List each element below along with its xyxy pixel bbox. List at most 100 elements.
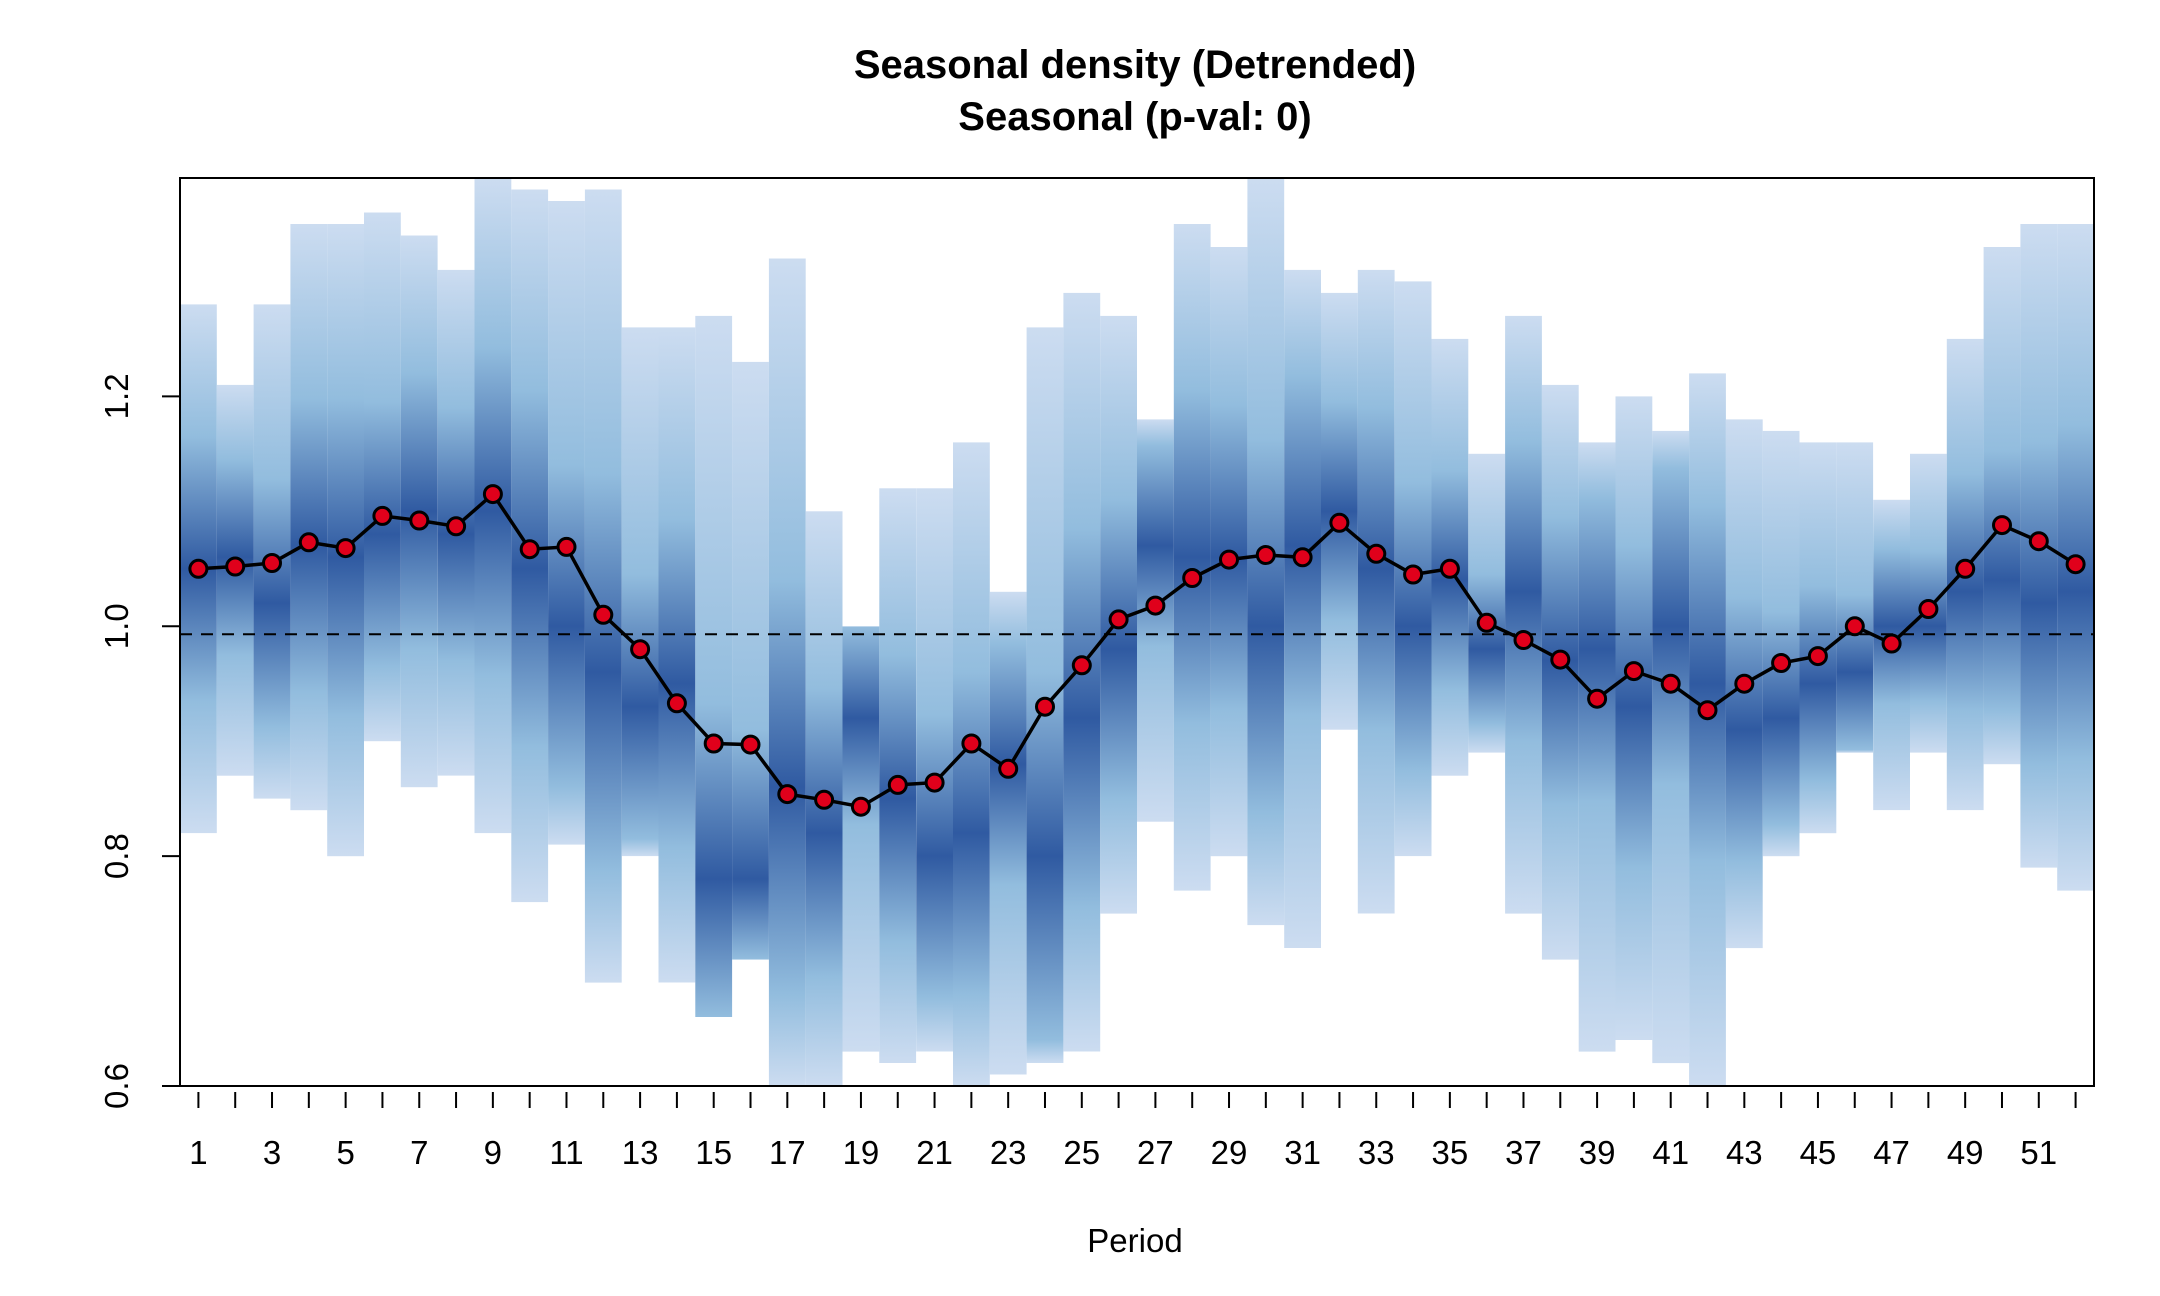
density-bands (180, 178, 2094, 1086)
data-point (1329, 512, 1350, 533)
data-point (1145, 595, 1166, 616)
density-band (1578, 442, 1616, 1052)
data-point (961, 733, 982, 754)
data-point (1550, 649, 1571, 670)
data-point (2028, 531, 2049, 552)
series-layer (188, 484, 2086, 817)
data-point (1623, 661, 1644, 682)
data-point (630, 639, 651, 660)
data-point (998, 758, 1019, 779)
data-point (2065, 554, 2086, 575)
data-point (446, 516, 467, 537)
data-point (1807, 646, 1828, 667)
density-band (216, 384, 254, 776)
y-tick-label: 0.6 (98, 1063, 135, 1109)
data-point (298, 532, 319, 553)
x-tick-label: 49 (1947, 1134, 1984, 1171)
data-point (703, 733, 724, 754)
data-point (335, 538, 356, 559)
density-band (621, 327, 659, 857)
density-band (290, 224, 328, 811)
x-tick-label: 27 (1137, 1134, 1174, 1171)
density-band (1284, 269, 1321, 948)
data-point (262, 553, 282, 573)
chart-title: Seasonal density (Detrended) (854, 43, 1416, 87)
data-point (372, 505, 393, 526)
density-band (1836, 442, 1874, 753)
density-band (1321, 292, 1358, 730)
x-tick-label: 31 (1284, 1134, 1321, 1171)
chart-subtitle: Seasonal (p-val: 0) (958, 95, 1311, 139)
density-band (1873, 499, 1910, 811)
data-point (1108, 609, 1129, 630)
density-band (732, 361, 769, 960)
y-tick-label: 1.0 (98, 603, 135, 649)
data-point (740, 734, 761, 755)
data-point (1513, 630, 1534, 650)
density-band (1615, 396, 1653, 1040)
plot-frame (179, 177, 2095, 1087)
data-point (188, 558, 209, 579)
density-band (1983, 247, 2021, 765)
x-tick-label: 39 (1579, 1134, 1616, 1171)
data-point (1219, 549, 1239, 570)
x-tick-label: 41 (1652, 1134, 1689, 1171)
x-tick-label: 33 (1358, 1134, 1395, 1171)
x-tick-label: 19 (843, 1134, 880, 1171)
data-point (814, 789, 835, 810)
density-band (548, 201, 585, 845)
density-band (953, 442, 990, 1086)
x-tick-label: 25 (1063, 1134, 1100, 1171)
y-axis: 0.6 0.8 1.0 1.2 (98, 373, 180, 1109)
x-tick-label: 29 (1211, 1134, 1248, 1171)
data-point (777, 784, 798, 805)
density-band (842, 626, 880, 1052)
x-tick-label: 17 (769, 1134, 806, 1171)
data-point (1734, 673, 1755, 694)
density-band (768, 258, 806, 1086)
y-tick-label: 1.2 (98, 373, 135, 419)
density-band (584, 189, 622, 983)
density-band (989, 591, 1027, 1075)
data-point (1844, 616, 1865, 637)
x-tick-label: 7 (410, 1134, 428, 1171)
data-point (1292, 547, 1313, 568)
data-point (1992, 515, 2012, 536)
data-point (482, 484, 503, 505)
data-point (409, 510, 430, 531)
x-tick-label: 15 (695, 1134, 732, 1171)
data-point (556, 536, 577, 557)
data-point (1182, 568, 1203, 588)
data-point (1881, 633, 1902, 654)
x-tick-label: 13 (622, 1134, 659, 1171)
density-band (695, 315, 733, 1017)
x-axis: 1 3 5 7 9 11 13 15 17 19 21 23 25 27 29 31 33 35 37 39 41 43 4… (189, 1092, 2077, 1171)
density-band (1799, 442, 1837, 834)
data-point (1771, 653, 1792, 673)
x-tick-label: 23 (990, 1134, 1027, 1171)
x-tick-label: 43 (1726, 1134, 1763, 1171)
x-tick-label: 3 (263, 1134, 281, 1171)
density-band (1431, 338, 1469, 776)
x-tick-label: 1 (189, 1134, 207, 1171)
density-band (1652, 430, 1690, 1064)
data-point (1403, 564, 1424, 585)
data-point (924, 772, 945, 793)
data-point (1955, 558, 1976, 579)
series-line (198, 491, 2077, 809)
data-point (1918, 599, 1939, 619)
density-band (1357, 269, 1395, 914)
data-point (225, 556, 246, 577)
data-point (1035, 696, 1055, 717)
data-point (1439, 558, 1460, 579)
data-point (1255, 545, 1276, 565)
y-tick-label: 0.8 (98, 833, 135, 879)
data-point (1587, 688, 1608, 709)
density-band (658, 327, 696, 983)
data-point (850, 796, 871, 817)
data-point (666, 693, 687, 714)
x-axis-label: Period (1087, 1222, 1182, 1259)
x-tick-label: 51 (2020, 1134, 2057, 1171)
density-band (364, 212, 401, 742)
x-tick-label: 37 (1505, 1134, 1542, 1171)
